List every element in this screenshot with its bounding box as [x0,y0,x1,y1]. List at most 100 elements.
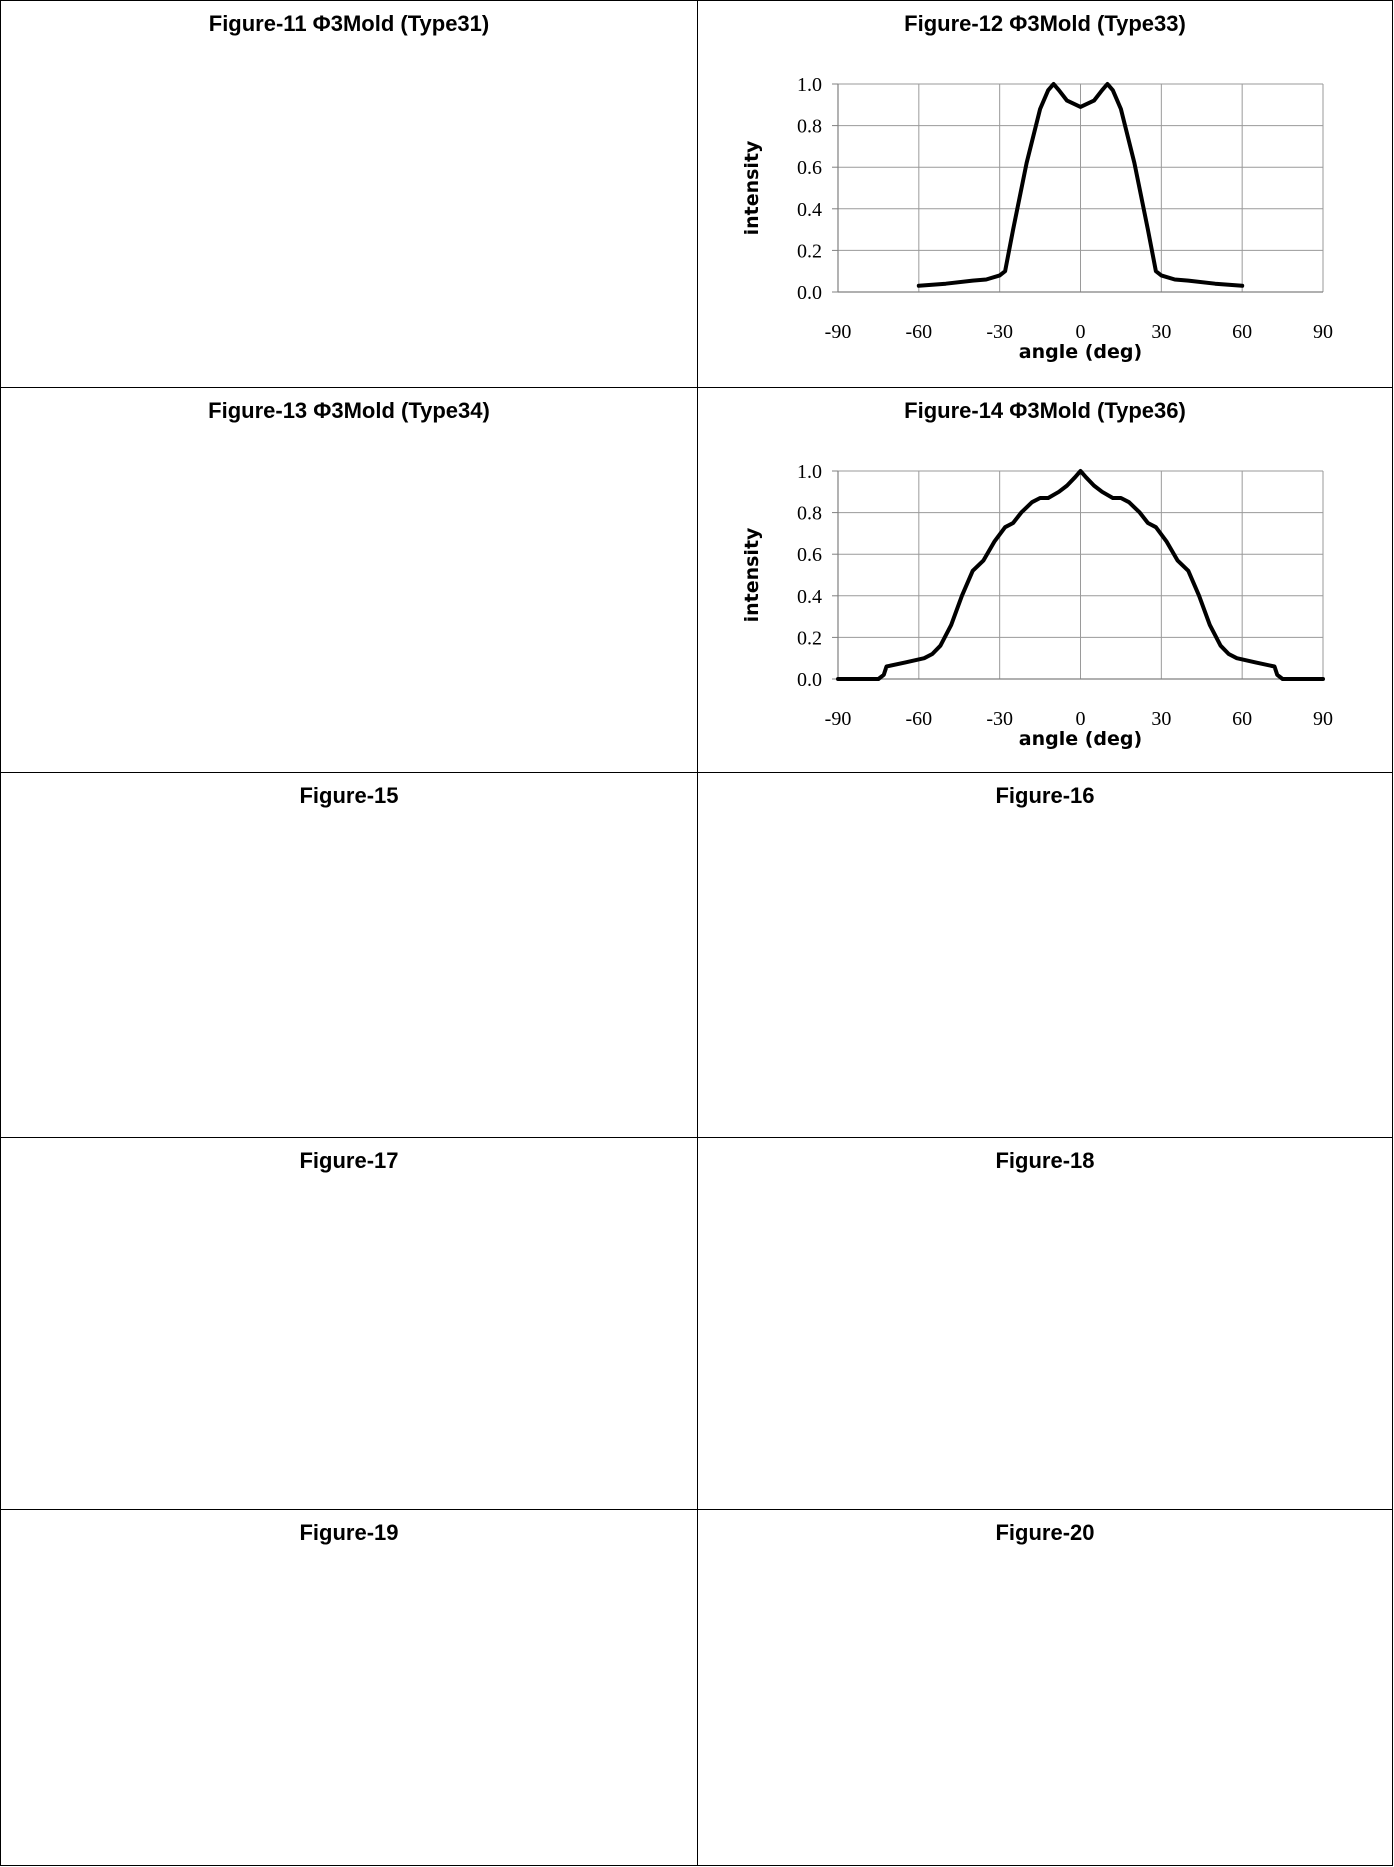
data-point [1057,490,1061,494]
x-tick-label: 60 [1232,708,1252,730]
figure-title: Figure-17 [299,1148,399,1173]
data-point [1132,161,1136,165]
y-tick-label: 0.4 [797,199,822,221]
data-point [960,594,964,598]
data-point [1227,652,1231,656]
data-point [1146,521,1150,525]
data-point [1176,558,1180,562]
data-point [876,677,880,681]
data-point [949,623,953,627]
data-point [944,282,948,286]
y-axis-label: intensity [741,140,763,235]
data-point [1079,105,1083,109]
data-point [1038,107,1042,111]
x-axis-label: angle (deg) [1019,728,1142,750]
figure-cell-19: Figure-19 [0,1509,698,1866]
figure-title: Figure-11 Φ3Mold (Type31) [208,11,490,36]
figure-cell-12: Figure-12 Φ3Mold (Type33) -90 -60 -30 0 30 60… [697,0,1393,388]
figure-title: Figure-13 Φ3Mold (Type34) [208,398,490,423]
data-point [930,652,934,656]
y-tick-label: 0.2 [797,627,822,649]
y-tick-label: 0.0 [797,669,822,691]
data-point [885,665,889,669]
data-point [1154,525,1158,529]
data-point [836,677,840,681]
data-point [1003,269,1007,273]
x-tick-label: 0 [1076,708,1086,730]
data-point [982,558,986,562]
data-point [1065,484,1069,488]
data-point [1213,282,1217,286]
x-tick-label: 30 [1151,708,1171,730]
data-point [1105,82,1109,86]
figure-title: Figure-15 [299,783,399,808]
y-tick-label: 0.2 [797,240,822,262]
data-point [1030,500,1034,504]
x-tick-label: 90 [1313,321,1333,343]
data-point [992,540,996,544]
figure-title: Figure-12 Φ3Mold (Type33) [904,11,1186,36]
data-point [1197,594,1201,598]
figure-cell-20: Figure-20 [697,1509,1393,1866]
x-tick-label: 90 [1313,708,1333,730]
data-point [1046,88,1050,92]
x-tick-label: -90 [825,708,852,730]
x-tick-label: -90 [825,321,852,343]
x-tick-label: -60 [905,321,932,343]
y-tick-label: 1.0 [797,74,822,96]
data-point [922,656,926,660]
data-point [1154,269,1158,273]
data-point [1186,279,1190,283]
x-tick-label: -30 [986,708,1013,730]
y-axis-label: intensity [741,527,763,622]
x-tick-label: -30 [986,321,1013,343]
figure-cell-13: Figure-13 Φ3Mold (Type34) [0,387,698,773]
data-point [971,569,975,573]
figure-cell-15: Figure-15 [0,772,698,1138]
figure-cell-14: Figure-14 Φ3Mold (Type36) -90 -60 -30 0 30 60… [697,387,1393,773]
x-tick-label: 30 [1151,321,1171,343]
data-point [1127,500,1131,504]
x-axis-label: angle (deg) [1019,341,1142,363]
data-point [1019,511,1023,515]
data-point [1138,511,1142,515]
data-point [1025,161,1029,165]
data-point [1011,521,1015,525]
intensity-chart-type33: -90 -60 -30 0 30 60 90 0.0 0.2 0.4 0.6 0.8 1.0 angle … [741,74,1333,363]
data-point [1111,496,1115,500]
x-tick-label: -60 [905,708,932,730]
data-point [1281,677,1285,681]
y-tick-label: 0.8 [797,503,822,525]
figure-title: Figure-14 Φ3Mold (Type36) [904,398,1186,423]
figure-cell-18: Figure-18 [697,1137,1393,1510]
figure-title: Figure-16 [995,783,1095,808]
data-point [882,673,886,677]
y-tick-label: 0.8 [797,116,822,138]
data-point [1046,496,1050,500]
x-tick-label: 60 [1232,321,1252,343]
intensity-chart-type36: -90 -60 -30 0 30 60 90 0.0 0.2 0.4 0.6 0.8 1.0 angle … [741,461,1333,750]
data-point [1003,525,1007,529]
data-point [1275,673,1279,677]
data-point [971,279,975,283]
figure-title: Figure-20 [995,1520,1095,1545]
intensity-series-line [836,469,1325,681]
data-point [1073,475,1077,479]
data-point [1254,660,1258,664]
data-point [1165,540,1169,544]
figure-cell-16: Figure-16 [697,772,1393,1138]
data-point [1065,99,1069,103]
data-point [1208,623,1212,627]
data-point [1052,82,1056,86]
data-point [1111,88,1115,92]
figure-cell-11: Figure-11 Φ3Mold (Type31) [0,0,698,388]
figure-cell-17: Figure-17 [0,1137,698,1510]
figure-title: Figure-19 [299,1520,399,1545]
data-point [984,278,988,282]
data-point [1240,284,1244,288]
y-tick-label: 1.0 [797,461,822,483]
intensity-series-line [916,82,1245,288]
data-point [1119,496,1123,500]
data-point [917,284,921,288]
